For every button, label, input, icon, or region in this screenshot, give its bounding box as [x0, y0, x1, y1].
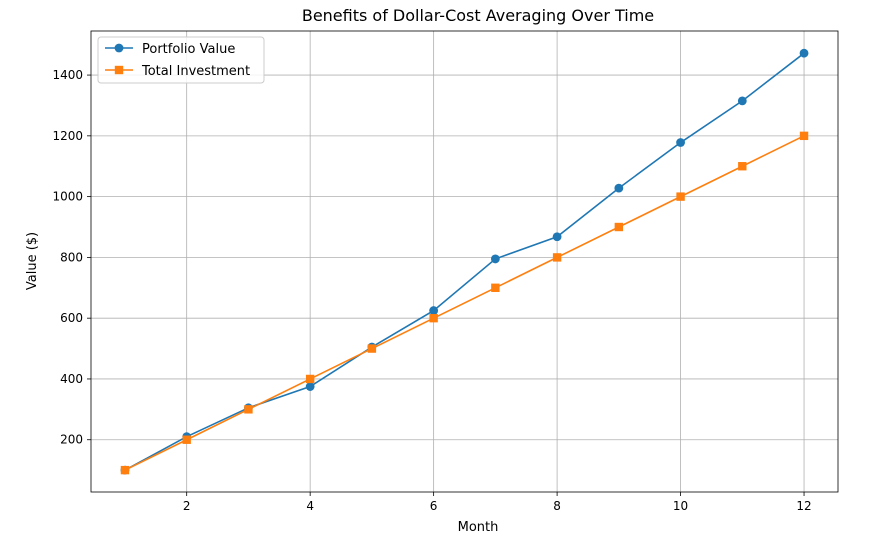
portfolio-value-marker	[676, 138, 685, 147]
legend-swatch-marker	[114, 43, 124, 53]
legend: Portfolio Value Total Investment	[97, 36, 265, 84]
x-axis-ticks: 2 4 6 8 10 12	[183, 492, 812, 513]
y-axis-ticks: 200 400 600 800 1000 1200 1400	[52, 68, 91, 447]
portfolio-value-marker	[429, 306, 439, 315]
total-investment-marker	[799, 131, 809, 141]
x-tick-label: 6	[430, 499, 438, 513]
y-tick-label: 800	[60, 250, 83, 264]
legend-swatch-marker	[114, 65, 124, 75]
y-axis-title: Value ($)	[25, 232, 40, 290]
series-portfolio-value	[120, 48, 809, 475]
x-tick-label: 2	[183, 499, 191, 513]
series-total-investment	[120, 131, 809, 475]
total-investment-marker	[429, 313, 438, 323]
portfolio-value-marker	[490, 254, 500, 264]
total-investment-marker	[614, 222, 624, 232]
series-layer	[120, 48, 809, 475]
y-tick-label: 200	[60, 433, 83, 447]
portfolio-value-line	[124, 52, 805, 471]
total-investment-marker	[244, 405, 253, 414]
portfolio-value-marker	[799, 48, 809, 58]
portfolio-value-marker	[552, 232, 562, 242]
x-tick-label: 12	[796, 499, 811, 513]
y-tick-label: 400	[60, 372, 83, 386]
y-tick-label: 1000	[52, 190, 83, 204]
total-investment-marker	[120, 465, 130, 475]
total-investment-line	[124, 135, 805, 471]
x-tick-label: 4	[306, 499, 314, 513]
x-tick-label: 10	[673, 499, 688, 513]
grid	[91, 31, 838, 492]
plot-frame	[90, 30, 839, 493]
x-axis-title: Month	[458, 520, 499, 535]
total-investment-marker	[738, 162, 747, 171]
total-investment-marker	[305, 374, 315, 384]
total-investment-marker	[367, 344, 377, 353]
legend-item-portfolio-value: Portfolio Value	[105, 42, 235, 57]
portfolio-value-marker	[614, 183, 624, 193]
y-tick-label: 1400	[52, 68, 83, 82]
legend-item-total-investment: Total Investment	[105, 64, 250, 79]
y-tick-label: 600	[60, 311, 83, 325]
total-investment-marker	[182, 435, 191, 444]
portfolio-value-marker	[737, 96, 747, 106]
total-investment-marker	[552, 253, 562, 262]
y-tick-label: 1200	[52, 129, 83, 143]
legend-label: Portfolio Value	[142, 42, 235, 57]
chart-title: Benefits of Dollar-Cost Averaging Over T…	[302, 6, 654, 25]
total-investment-marker	[491, 283, 500, 292]
total-investment-marker	[676, 192, 685, 201]
legend-box	[97, 36, 265, 84]
legend-label: Total Investment	[141, 64, 250, 79]
portfolio-value-marker	[305, 382, 315, 391]
x-tick-label: 8	[553, 499, 561, 513]
